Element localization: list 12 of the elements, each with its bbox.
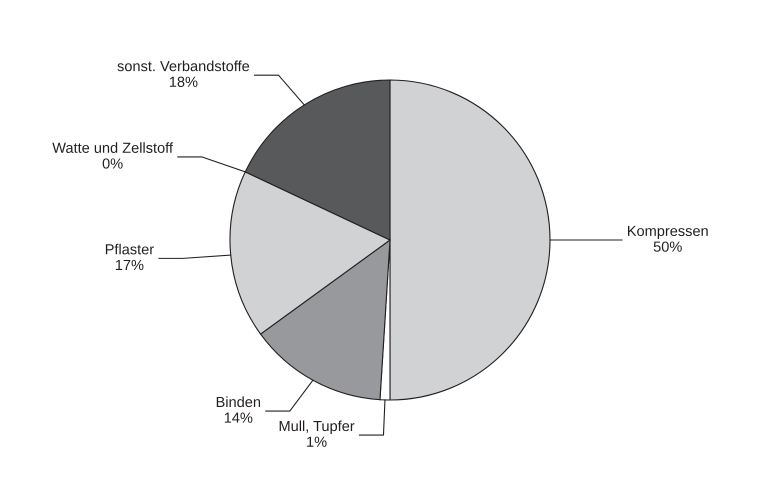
slice-label: Mull, Tupfer [280, 420, 354, 434]
slice-label: sonst. Verbandstoffe [117, 60, 250, 72]
data-label: 14% [224, 412, 252, 423]
slice-label: Pflaster [106, 244, 154, 254]
data-label: 17% [116, 260, 144, 270]
slice-label: Binden [216, 396, 260, 408]
data-label: 50% [654, 241, 682, 252]
slice-label: Kompressen [628, 226, 708, 239]
data-label: 18% [170, 76, 198, 87]
text: 0% [102, 158, 123, 169]
category-label: Watte und Zellstoff [52, 142, 174, 153]
data-label: 1% [307, 436, 327, 447]
